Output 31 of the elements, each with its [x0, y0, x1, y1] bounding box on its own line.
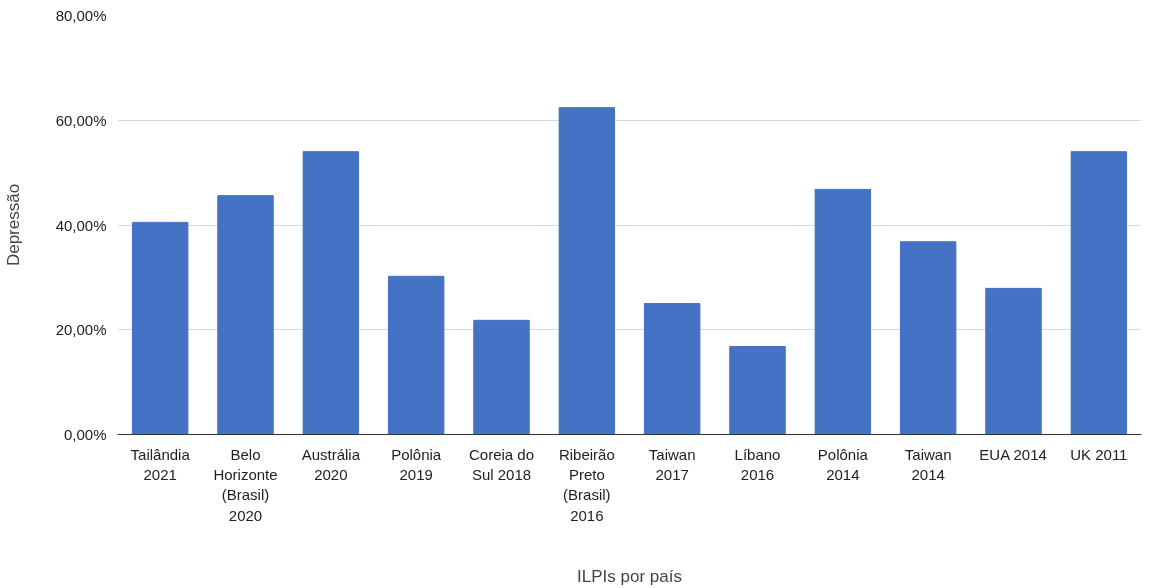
- bar: [643, 303, 701, 435]
- bar: [985, 287, 1042, 435]
- x-tick-label: Polônia 2014: [817, 445, 869, 483]
- y-tick-label: 20,00%: [55, 321, 107, 339]
- y-tick-label: 80,00%: [55, 7, 107, 24]
- bar: [558, 107, 616, 435]
- y-axis-title: Depressão: [3, 183, 23, 267]
- bar: [814, 188, 872, 435]
- y-tick-label: 60,00%: [55, 111, 107, 129]
- bar: [302, 151, 360, 435]
- x-tick-label: Belo Horizonte (Brasil) 2020: [213, 445, 278, 524]
- y-tick-label: 40,00%: [55, 216, 107, 234]
- bar: [1070, 151, 1128, 435]
- bar: [473, 319, 530, 435]
- x-tick-label: Coreia do Sul 2018: [468, 445, 535, 483]
- x-tick-label: Tailândia 2021: [130, 445, 191, 483]
- bar: [729, 346, 786, 435]
- y-tick-label: 0,00%: [63, 426, 107, 443]
- bar: [217, 195, 274, 435]
- x-axis-title: ILPIs por país: [577, 566, 682, 586]
- x-tick-label: Polônia 2019: [391, 445, 442, 483]
- bar: [387, 275, 445, 435]
- x-tick-label: EUA 2014: [979, 445, 1047, 463]
- x-tick-label: Taiwan 2014: [904, 445, 952, 483]
- x-tick-label: Austrália 2020: [301, 445, 361, 483]
- bar: [131, 221, 189, 435]
- x-tick-label: Líbano 2016: [734, 445, 781, 483]
- bar: [899, 241, 957, 435]
- x-tick-label: UK 2011: [1070, 445, 1128, 463]
- x-tick-label: Ribeirão Preto (Brasil) 2016: [558, 445, 615, 524]
- x-tick-label: Taiwan 2017: [648, 445, 696, 483]
